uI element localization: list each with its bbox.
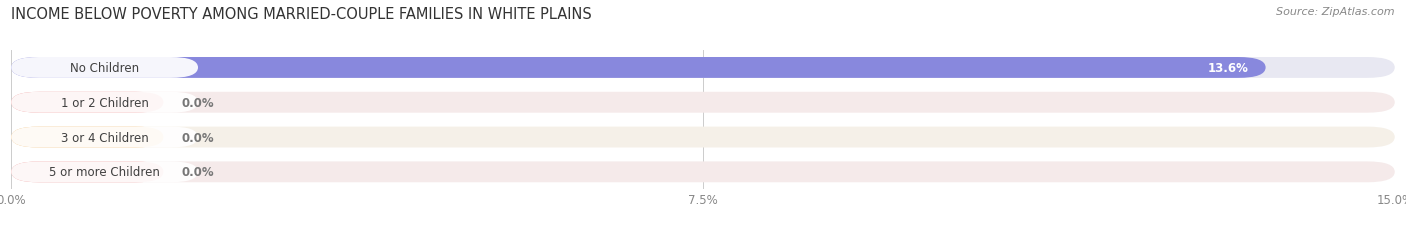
FancyBboxPatch shape bbox=[11, 127, 1395, 148]
FancyBboxPatch shape bbox=[11, 127, 198, 148]
FancyBboxPatch shape bbox=[11, 92, 198, 113]
Text: 0.0%: 0.0% bbox=[181, 131, 215, 144]
FancyBboxPatch shape bbox=[11, 92, 1395, 113]
FancyBboxPatch shape bbox=[11, 162, 198, 182]
FancyBboxPatch shape bbox=[11, 58, 1395, 79]
Text: 0.0%: 0.0% bbox=[181, 166, 215, 179]
FancyBboxPatch shape bbox=[11, 162, 163, 182]
Text: No Children: No Children bbox=[70, 62, 139, 75]
FancyBboxPatch shape bbox=[11, 127, 163, 148]
Text: 5 or more Children: 5 or more Children bbox=[49, 166, 160, 179]
Text: INCOME BELOW POVERTY AMONG MARRIED-COUPLE FAMILIES IN WHITE PLAINS: INCOME BELOW POVERTY AMONG MARRIED-COUPL… bbox=[11, 7, 592, 22]
Text: 0.0%: 0.0% bbox=[181, 96, 215, 109]
Text: 1 or 2 Children: 1 or 2 Children bbox=[60, 96, 149, 109]
Text: 13.6%: 13.6% bbox=[1208, 62, 1249, 75]
FancyBboxPatch shape bbox=[11, 92, 163, 113]
FancyBboxPatch shape bbox=[11, 162, 1395, 182]
Text: 3 or 4 Children: 3 or 4 Children bbox=[60, 131, 149, 144]
Text: Source: ZipAtlas.com: Source: ZipAtlas.com bbox=[1277, 7, 1395, 17]
FancyBboxPatch shape bbox=[11, 58, 1265, 79]
FancyBboxPatch shape bbox=[11, 58, 198, 79]
